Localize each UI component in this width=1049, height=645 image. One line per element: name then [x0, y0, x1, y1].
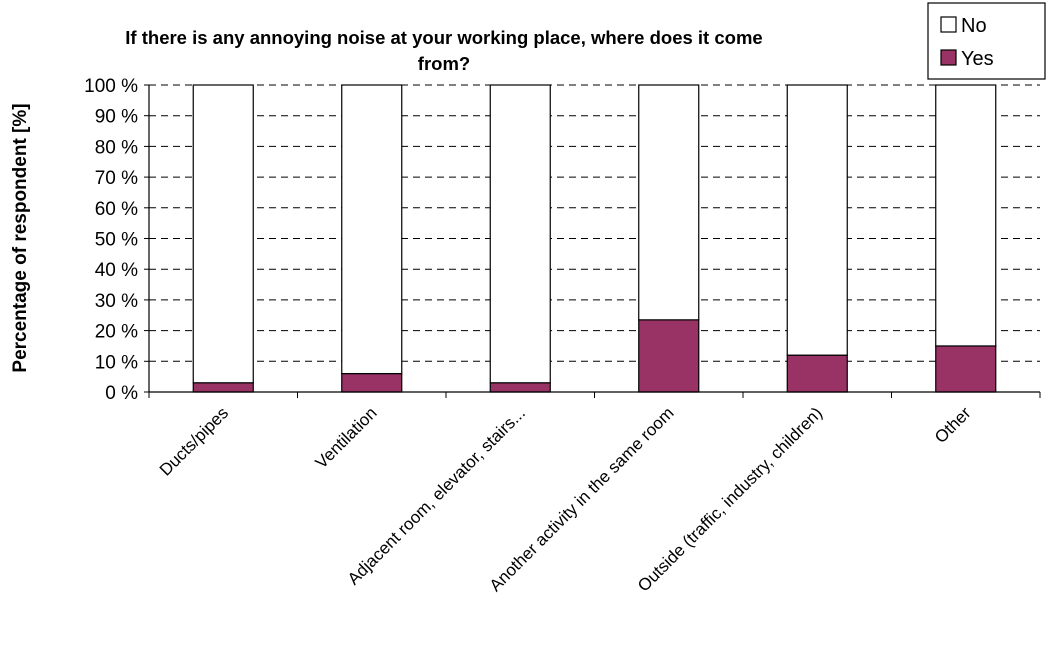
chart-title-line-2: from?: [418, 53, 470, 74]
y-tick-label: 30 %: [95, 291, 138, 312]
y-tick-label: 80 %: [95, 137, 138, 158]
x-tick-label: Ducts/pipes: [156, 403, 232, 479]
bar-no-5: [935, 84, 997, 347]
bar-yes-4: [786, 354, 848, 393]
axes: [144, 84, 1041, 398]
bar-no-1: [341, 84, 403, 375]
chart-title-line-1: If there is any annoying noise at your w…: [125, 27, 762, 48]
y-tick-label: 20 %: [95, 322, 138, 343]
y-tick-label: 40 %: [95, 260, 138, 281]
y-tick-label: 100 %: [84, 76, 138, 97]
bar-no-4: [786, 84, 848, 356]
bar-yes-0: [192, 382, 254, 393]
legend-label-yes: Yes: [961, 48, 994, 70]
x-tick-label: Outside (traffic, industry, children): [634, 403, 826, 595]
y-tick-label: 10 %: [95, 352, 138, 373]
bar-yes-3: [638, 319, 700, 393]
y-tick-label: 50 %: [95, 230, 138, 251]
chart-title: If there is any annoying noise at your w…: [125, 27, 762, 74]
x-tick-label: Ventilation: [312, 403, 381, 472]
legend-swatch-no: [940, 16, 957, 33]
y-tick-label: 0 %: [105, 383, 138, 404]
legend: No Yes: [927, 2, 1046, 80]
bar-yes-1: [341, 372, 403, 393]
y-tick-label: 70 %: [95, 168, 138, 189]
y-tick-label: 90 %: [95, 107, 138, 128]
legend-swatch-yes: [940, 49, 957, 66]
bar-yes-2: [489, 382, 551, 393]
y-tick-label: 60 %: [95, 199, 138, 220]
bar-yes-5: [935, 345, 997, 393]
bars: [192, 84, 997, 393]
legend-box: [927, 2, 1046, 80]
bar-no-2: [489, 84, 551, 384]
grid-lines: [149, 84, 1040, 362]
legend-label-no: No: [961, 15, 987, 37]
x-tick-label: Adjacent room, elevator, stairs...: [344, 403, 529, 588]
bar-no-3: [638, 84, 700, 321]
x-tick-label: Other: [931, 403, 975, 447]
y-axis-label: Percentage of respondent [%]: [10, 103, 31, 372]
bar-no-0: [192, 84, 254, 384]
y-tick-labels: 0 % 10 % 20 % 30 % 40 % 50 % 60 % 70 % 80 % 90 % 1…: [84, 76, 138, 404]
